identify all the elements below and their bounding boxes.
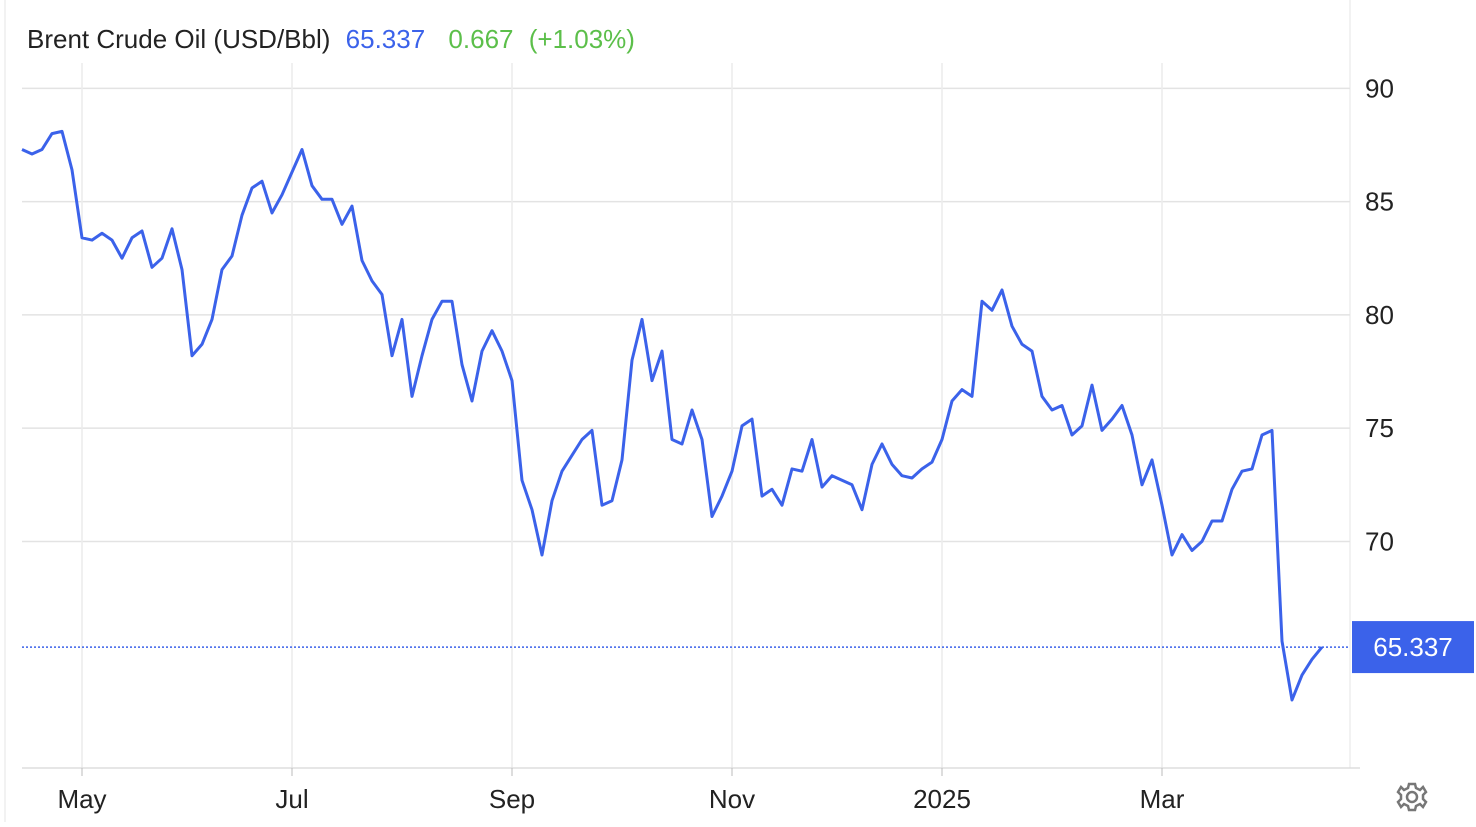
title-change-pct: (+1.03%): [529, 24, 635, 54]
y-tick-label: 75: [1365, 413, 1394, 443]
last-price-badge: [1352, 621, 1474, 674]
y-tick-label: 85: [1365, 187, 1394, 217]
y-tick-label: 70: [1365, 526, 1394, 556]
y-tick-label: 80: [1365, 300, 1394, 330]
settings-icon[interactable]: [1396, 782, 1428, 812]
last-price-label: 65.337: [1373, 632, 1453, 662]
x-tick-label: May: [57, 784, 106, 814]
chart-title: Brent Crude Oil (USD/Bbl): [27, 24, 330, 54]
chart-title-row: Brent Crude Oil (USD/Bbl) 65.337 0.667 (…: [27, 24, 635, 54]
title-price: 65.337: [346, 24, 426, 54]
y-tick-label: 90: [1365, 73, 1394, 103]
grid: [22, 63, 1350, 768]
x-tick-label: Mar: [1140, 784, 1185, 814]
x-tick-label: 2025: [913, 784, 971, 814]
x-tick-label: Sep: [489, 784, 535, 814]
price-line: [21, 129, 1324, 702]
title-change: 0.667: [448, 24, 513, 54]
x-tick-label: Jul: [275, 784, 308, 814]
x-tick-label: Nov: [709, 784, 755, 814]
